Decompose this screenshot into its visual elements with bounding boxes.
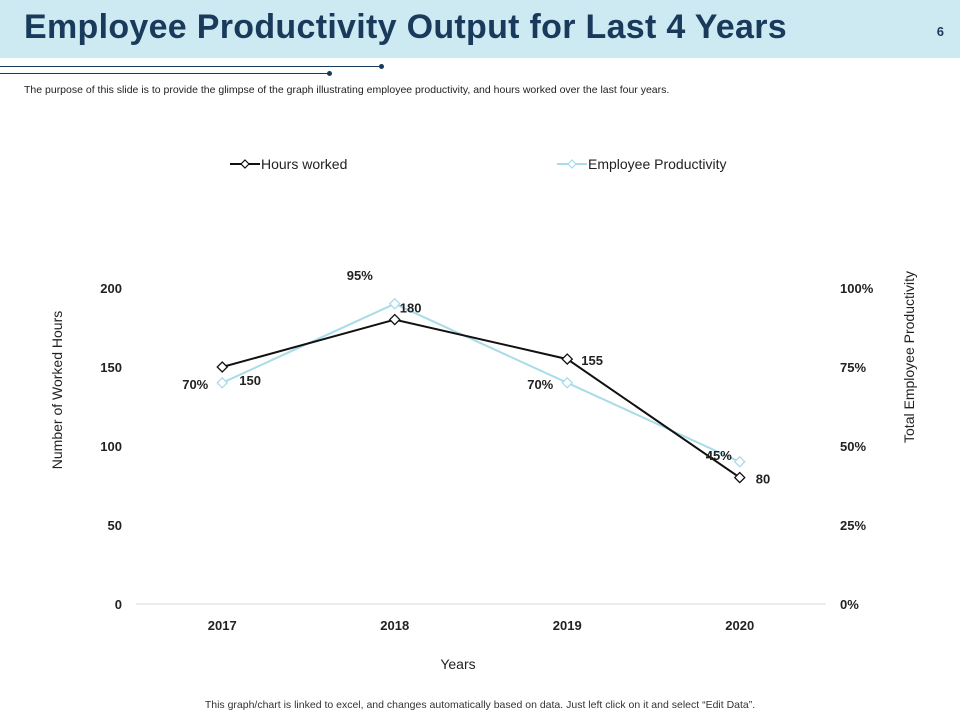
page-number: 6 [936, 24, 944, 39]
x-axis-title: Years [440, 656, 475, 672]
series-line-hours [221, 318, 741, 479]
y2-tick-label: 25% [840, 518, 866, 533]
page-title: Employee Productivity Output for Last 4 … [24, 8, 787, 46]
data-point-hours[interactable] [733, 471, 746, 484]
legend-label-hours: Hours worked [261, 156, 347, 172]
footnote: This graph/chart is linked to excel, and… [204, 699, 756, 711]
x-tick-label: 2019 [553, 618, 582, 633]
data-label-productivity: 70% [527, 377, 553, 392]
data-point-productivity[interactable] [388, 297, 401, 310]
x-tick-label: 2018 [380, 618, 409, 633]
y-tick-label: 100 [100, 439, 122, 454]
data-label-productivity: 45% [706, 448, 732, 463]
data-label-hours: 180 [400, 301, 422, 316]
legend-marker-productivity [567, 159, 577, 169]
slide-description: The purpose of this slide is to provide … [24, 84, 670, 96]
y2-axis-title: Total Employee Productivity [901, 271, 917, 443]
data-label-productivity: 95% [347, 268, 373, 283]
decorative-dot-top [379, 64, 384, 69]
data-point-hours[interactable] [216, 361, 229, 373]
header-bar: Employee Productivity Output for Last 4 … [0, 0, 960, 58]
data-label-productivity: 70% [182, 377, 208, 392]
y-tick-label: 50 [108, 518, 122, 533]
y-tick-label: 0 [115, 597, 122, 612]
decorative-line-bottom [0, 73, 329, 74]
y-axis-title: Number of Worked Hours [49, 311, 65, 469]
decorative-dot-bottom [327, 71, 332, 76]
y2-tick-label: 100% [840, 281, 874, 296]
x-tick-label: 2020 [725, 618, 754, 633]
x-tick-label: 2017 [208, 618, 237, 633]
y2-tick-label: 75% [840, 360, 866, 375]
data-label-hours: 150 [239, 373, 261, 388]
data-point-productivity[interactable] [733, 455, 746, 468]
series-line-productivity [221, 302, 741, 463]
y-tick-label: 200 [100, 281, 122, 296]
legend-item-hours[interactable]: Hours worked [230, 156, 347, 172]
data-point-hours[interactable] [388, 313, 401, 326]
data-label-hours: 155 [581, 353, 603, 368]
legend-marker-hours [240, 159, 250, 169]
data-label-hours: 80 [756, 472, 770, 487]
data-point-productivity[interactable] [561, 376, 574, 389]
y-tick-label: 150 [100, 360, 122, 375]
y2-tick-label: 50% [840, 439, 866, 454]
y2-tick-label: 0% [840, 597, 859, 612]
data-point-hours[interactable] [561, 353, 574, 366]
legend-item-productivity[interactable]: Employee Productivity [557, 156, 727, 172]
data-point-productivity[interactable] [216, 376, 229, 389]
legend-label-productivity: Employee Productivity [588, 156, 727, 172]
decorative-line-top [0, 66, 381, 67]
